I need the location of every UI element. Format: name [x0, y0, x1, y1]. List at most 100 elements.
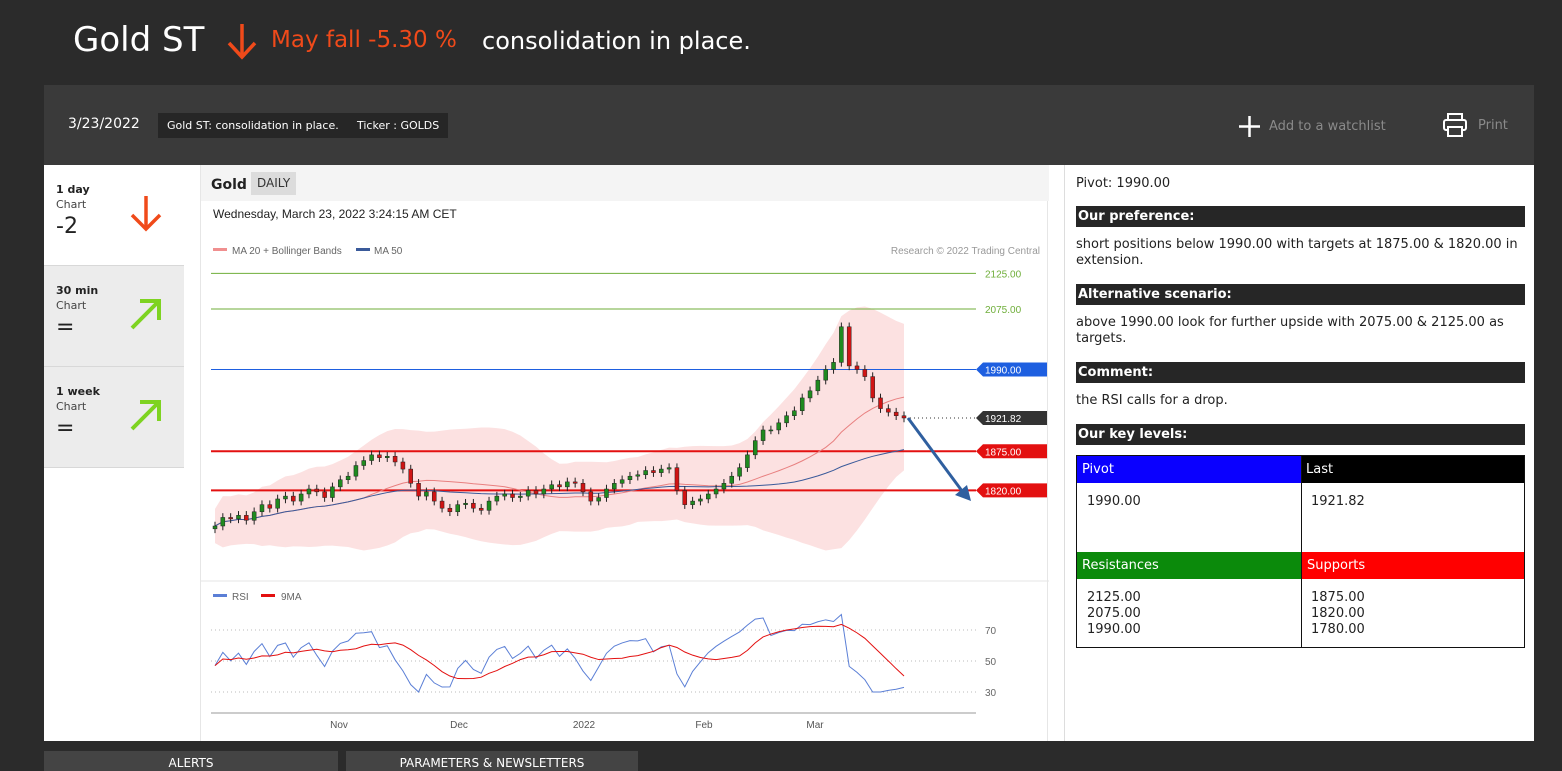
candle [815, 379, 821, 392]
pivot-level-tag [976, 362, 1047, 377]
chart-header: Gold DAILY [201, 165, 1049, 201]
candle [338, 479, 343, 488]
print-button[interactable]: Print [1442, 112, 1508, 138]
arrow-up-right-icon [130, 299, 161, 330]
candle [275, 498, 280, 509]
target-level-label: 2075.00 [985, 305, 1022, 316]
candle [322, 491, 327, 498]
resistance-3: 1990.00 [1087, 622, 1141, 637]
9ma-legend: 9MA [281, 592, 302, 603]
chart-link[interactable]: Chart [56, 299, 87, 312]
rsi-legend-swatch [213, 594, 227, 597]
table-divider [1301, 456, 1302, 647]
candle [596, 497, 601, 502]
candle [706, 493, 711, 500]
add-to-watchlist-button[interactable]: Add to a watchlist [1238, 115, 1386, 138]
candle [236, 515, 241, 520]
candle [737, 467, 742, 477]
candle [392, 456, 398, 463]
candle [259, 504, 265, 513]
timeframe-30min[interactable]: 30 min Chart = [44, 266, 184, 367]
price-chart-panel: Gold DAILY Wednesday, March 23, 2022 3:2… [200, 165, 1049, 741]
candle [408, 468, 413, 484]
page-header: Gold ST May fall -5.30 % consolidation i… [0, 0, 1562, 85]
toolbar: 3/23/2022 Gold ST: consolidation in plac… [44, 85, 1534, 165]
candle [431, 491, 437, 502]
forecast-arrow-head [955, 485, 971, 501]
timeframe-label: 1 week [56, 385, 100, 398]
ma50-legend: MA 50 [374, 246, 403, 257]
candle [713, 488, 719, 495]
alternative-text: above 1990.00 look for further upside wi… [1076, 315, 1504, 346]
candle [283, 495, 288, 500]
chart-link[interactable]: Chart [56, 400, 87, 413]
ma50-line [214, 449, 905, 527]
support-level-label: 1875.00 [985, 447, 1022, 458]
candle [768, 429, 774, 432]
tab-alerts[interactable]: ALERTS [44, 751, 338, 771]
last-value: 1921.82 [1311, 494, 1365, 509]
x-tick-label: Nov [330, 720, 348, 731]
candle [643, 470, 648, 476]
x-tick-label: Mar [806, 720, 824, 731]
pivot-header: Pivot [1077, 456, 1301, 483]
timeframe-1week[interactable]: 1 week Chart = [44, 367, 184, 468]
key-levels-table: Pivot Last 1990.00 1921.82 Resistances S… [1076, 455, 1525, 648]
candle [525, 490, 531, 497]
candle [228, 517, 233, 520]
support-level-label: 1820.00 [985, 486, 1022, 497]
candle [627, 475, 633, 481]
candle [244, 515, 249, 521]
x-tick-label: Dec [450, 720, 468, 731]
rsi-tick-label: 30 [985, 688, 997, 699]
candle [549, 484, 554, 490]
candle [721, 483, 727, 490]
comment-text: the RSI calls for a drop. [1076, 393, 1228, 408]
timeframe-label: 30 min [56, 284, 99, 297]
candle [612, 483, 617, 490]
timeframe-score: = [56, 416, 75, 441]
candle [369, 454, 374, 461]
support-level-tag [976, 483, 1047, 498]
candle [792, 410, 797, 416]
candle [533, 490, 539, 495]
print-label: Print [1478, 117, 1508, 133]
period-tab[interactable]: DAILY [251, 172, 297, 195]
preference-text: short positions below 1990.00 with targe… [1076, 237, 1518, 268]
timeframe-1day[interactable]: 1 day Chart -2 [44, 165, 184, 266]
candle [886, 408, 891, 413]
candle [502, 493, 507, 497]
candle [659, 468, 664, 473]
candle [619, 479, 625, 484]
candle [478, 507, 484, 511]
support-1: 1875.00 [1311, 590, 1365, 605]
candle [510, 493, 515, 498]
candle [572, 481, 578, 484]
title-tag: Gold ST: consolidation in place. [158, 113, 348, 138]
candle [345, 475, 351, 481]
candle [846, 326, 852, 367]
candle [385, 456, 390, 458]
candle [400, 461, 406, 470]
rsi-tick-label: 50 [985, 657, 997, 668]
candle [486, 500, 492, 511]
candle [839, 326, 844, 363]
candle [823, 369, 828, 381]
candle [416, 483, 421, 497]
alternative-heading: Alternative scenario: [1076, 284, 1525, 305]
last-level-label: 1921.82 [985, 414, 1022, 425]
candle [745, 454, 750, 468]
candle [862, 369, 868, 377]
candle [901, 415, 907, 419]
main-content: 1 day Chart -2 30 min Chart = 1 week Cha… [44, 165, 1534, 741]
candle [439, 500, 445, 509]
candle [831, 362, 836, 370]
candle [674, 467, 680, 491]
chart-link[interactable]: Chart [56, 198, 87, 211]
rsi-tick-label: 70 [985, 626, 997, 637]
resistances-header: Resistances [1077, 552, 1301, 579]
ma20-legend: MA 20 + Bollinger Bands [232, 246, 342, 257]
candle [682, 490, 688, 505]
9ma-legend-swatch [261, 594, 275, 597]
tab-parameters-newsletters[interactable]: PARAMETERS & NEWSLETTERS [346, 751, 638, 771]
